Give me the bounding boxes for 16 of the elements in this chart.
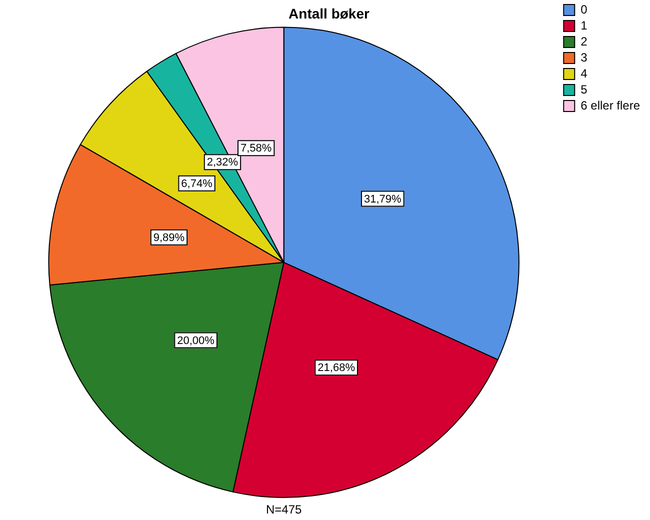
legend-label: 2 <box>580 34 588 48</box>
data-label: 2,32% <box>206 156 238 169</box>
legend-label: 5 <box>580 82 588 96</box>
legend-label: 0 <box>580 2 588 16</box>
data-label: 31,79% <box>364 193 402 206</box>
legend-label: 1 <box>580 18 588 32</box>
data-label: 6,74% <box>181 178 213 190</box>
legend-label: 3 <box>580 50 588 64</box>
legend-label: 6 eller flere <box>580 98 640 112</box>
legend-label: 4 <box>580 66 588 80</box>
data-label: 20,00% <box>177 334 215 347</box>
data-label: 9,89% <box>153 232 185 244</box>
text: N=475 <box>266 502 302 516</box>
data-label: 21,68% <box>318 362 356 374</box>
chart-title: Antall bøker <box>288 5 370 22</box>
data-label: 7,58% <box>240 142 272 155</box>
